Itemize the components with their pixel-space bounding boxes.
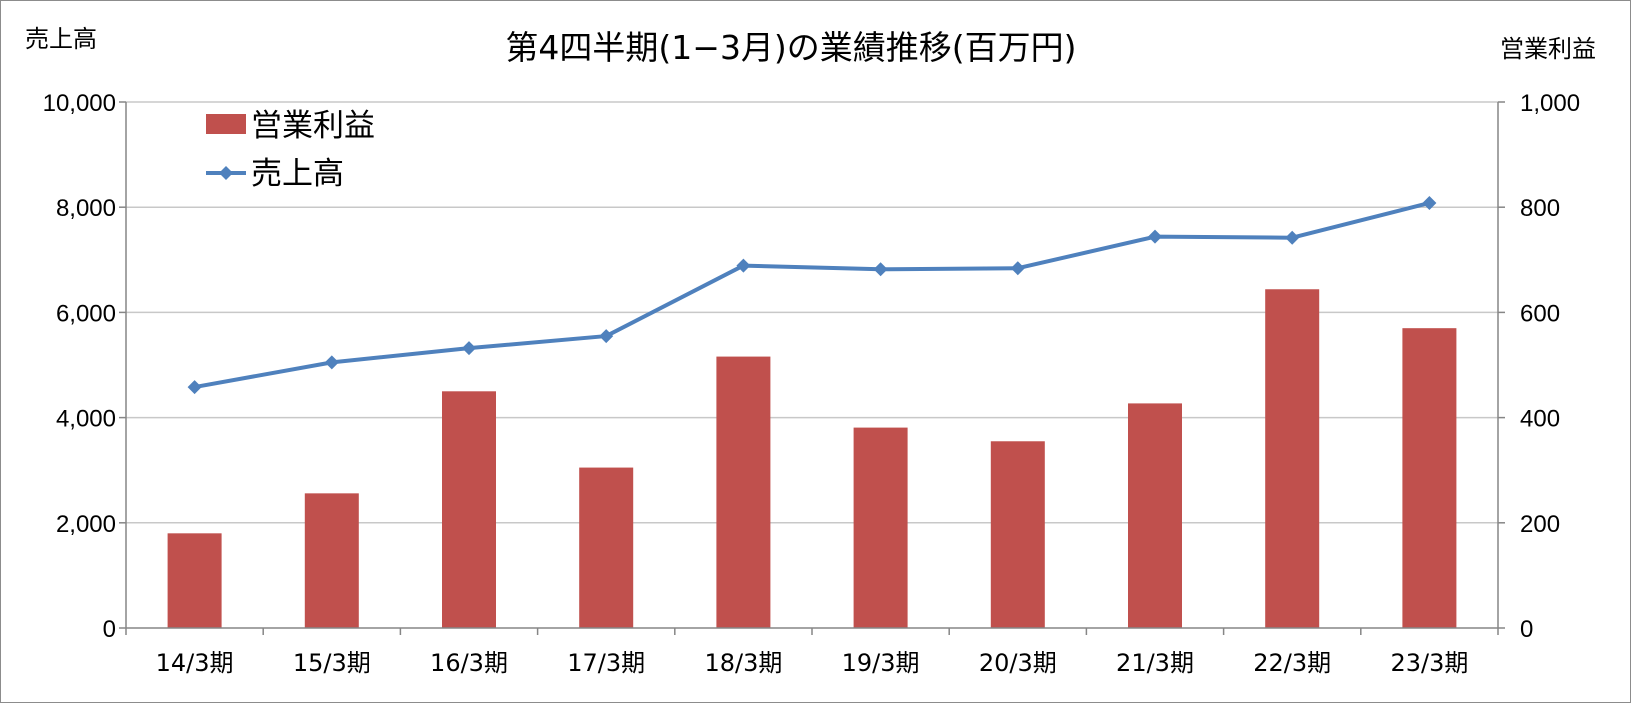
right-axis-title: 営業利益 [1500,35,1596,63]
chart-title: 第4四半期(1−3月)の業績推移(百万円) [505,28,1076,67]
sales-point [1148,229,1162,244]
x-tick-label: 23/3期 [1390,649,1468,677]
right-tick-label: 1,000 [1520,90,1580,117]
sales-point [1010,261,1025,276]
left-tick-label: 4,000 [56,406,116,433]
x-tick-label: 14/3期 [156,649,234,677]
sales-point [873,262,888,277]
operating-profit-bar [1265,289,1320,628]
sales-line [194,201,1430,390]
right-tick-label: 600 [1520,300,1560,327]
operating-profit-bar [167,533,222,628]
x-tick-label: 17/3期 [567,649,645,677]
x-tick-label: 20/3期 [979,649,1057,677]
operating-profit-bar [853,427,908,628]
x-tick-label: 21/3期 [1116,649,1194,677]
sales-point [187,380,202,395]
axes: 0 0 2,000 200 4,000 400 6,000 600 8,000 800 10,000… [43,90,1580,677]
right-tick-label: 200 [1520,511,1560,538]
legend: 営業利益 売上高 [206,108,375,192]
operating-profit-bar [990,441,1045,628]
legend-marker-sales [219,166,233,180]
legend-label-operating-profit: 営業利益 [251,108,375,144]
legend-swatch-operating-profit [206,114,246,134]
operating-profit-bar [1402,328,1457,628]
operating-profit-bar [579,467,634,628]
x-tick-label: 22/3期 [1253,649,1331,677]
operating-profit-bar [1128,403,1182,628]
operating-profit-bar [304,493,359,628]
sales-point [462,341,476,356]
sales-line-series [187,195,1437,395]
sales-point [1285,230,1300,245]
left-tick-label: 8,000 [56,195,116,222]
left-tick-label: 2,000 [56,511,116,538]
left-tick-label: 6,000 [56,300,116,327]
sales-point [1422,195,1437,210]
left-axis-title: 売上高 [25,25,97,53]
operating-profit-bars [167,289,1457,628]
x-tick-label: 18/3期 [704,649,782,677]
right-tick-label: 400 [1520,406,1560,433]
sales-point [599,329,614,344]
legend-label-sales: 売上高 [251,156,344,192]
left-tick-label: 10,000 [43,90,116,117]
x-tick-label: 15/3期 [293,649,371,677]
sales-point [324,355,339,370]
left-tick-label: 0 [103,616,116,643]
sales-point [736,258,751,273]
right-tick-label: 800 [1520,195,1560,222]
operating-profit-bar [716,356,771,628]
operating-profit-bar [442,391,496,628]
right-tick-label: 0 [1520,616,1533,643]
x-tick-label: 19/3期 [842,649,920,677]
x-tick-label: 16/3期 [430,649,508,677]
